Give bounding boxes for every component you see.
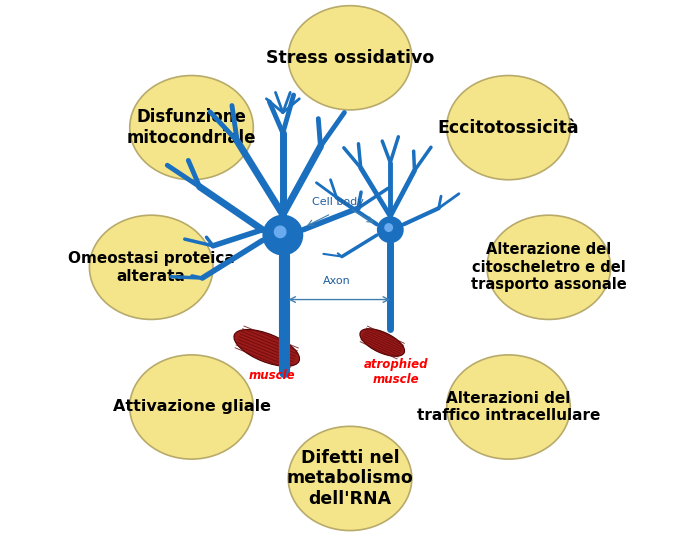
- Text: Difetti nel
metabolismo
dell'RNA: Difetti nel metabolismo dell'RNA: [286, 449, 414, 508]
- Ellipse shape: [288, 427, 412, 531]
- Text: Cell body: Cell body: [312, 197, 364, 207]
- Text: Alterazioni del
traffico intracellulare: Alterazioni del traffico intracellulare: [416, 391, 600, 423]
- Text: Stress ossidativo: Stress ossidativo: [266, 49, 434, 67]
- Text: muscle: muscle: [248, 369, 295, 382]
- Ellipse shape: [487, 215, 610, 320]
- Ellipse shape: [130, 355, 253, 459]
- Ellipse shape: [360, 329, 405, 356]
- Ellipse shape: [447, 355, 570, 459]
- Ellipse shape: [447, 76, 570, 180]
- Text: atrophied
muscle: atrophied muscle: [363, 357, 428, 386]
- Text: Disfunzione
mitocondriale: Disfunzione mitocondriale: [127, 108, 256, 147]
- Text: Axon: Axon: [323, 276, 351, 286]
- Text: Omeostasi proteica
alterata: Omeostasi proteica alterata: [68, 251, 235, 284]
- Circle shape: [274, 226, 286, 238]
- Text: Eccitotossicità: Eccitotossicità: [438, 119, 580, 137]
- Circle shape: [262, 215, 303, 255]
- Circle shape: [377, 217, 404, 243]
- Ellipse shape: [288, 6, 412, 110]
- Ellipse shape: [130, 76, 253, 180]
- Ellipse shape: [234, 329, 300, 366]
- Circle shape: [385, 224, 393, 231]
- Text: Alterazione del
citoscheletro e del
trasporto assonale: Alterazione del citoscheletro e del tras…: [471, 242, 626, 292]
- Text: Attivazione gliale: Attivazione gliale: [113, 400, 270, 415]
- Ellipse shape: [90, 215, 213, 320]
